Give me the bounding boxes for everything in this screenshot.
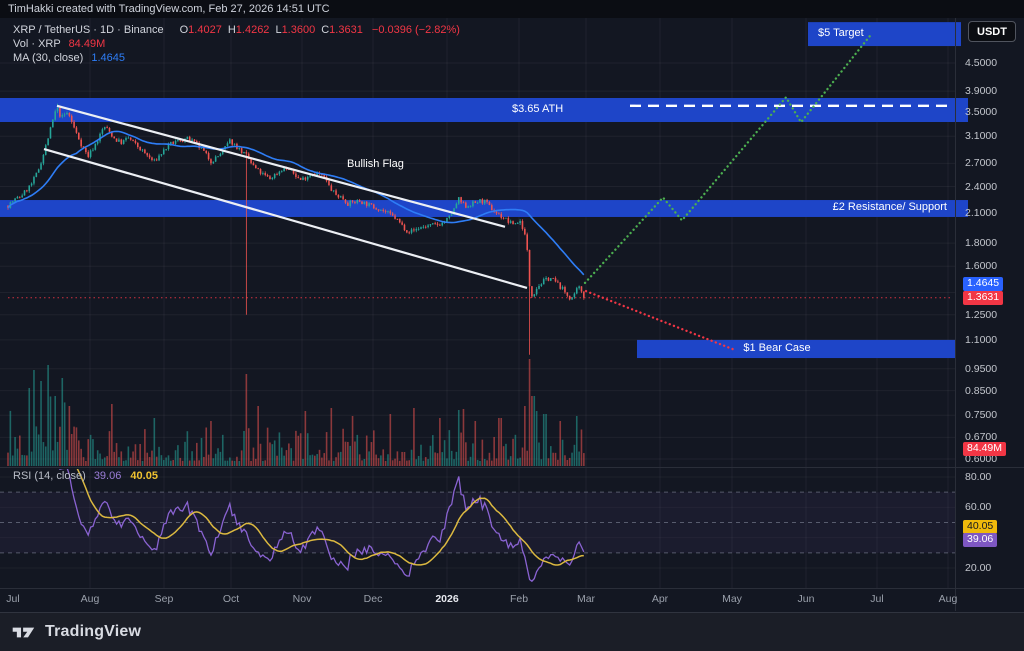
rsi-legend[interactable]: RSI (14, close) 39.06 40.05 [13, 470, 158, 482]
price-tick-label: 1.1000 [965, 333, 998, 346]
time-axis-label[interactable]: Apr [651, 593, 669, 605]
change-value: −0.0396 (−2.82%) [371, 24, 460, 36]
price-tag: 1.4645 [963, 276, 1004, 291]
price-tick-label: 2.1000 [965, 206, 998, 219]
price-tick-label: 2.4000 [965, 180, 998, 193]
price-tick-label: 0.9500 [965, 362, 998, 375]
price-tick-label: 4.5000 [965, 56, 998, 69]
ohlc-values: O1.4027 H1.4262 L1.3600 C1.3631 [174, 24, 363, 36]
volume-label[interactable]: Vol · XRP [13, 38, 61, 50]
time-axis-label[interactable]: Feb [509, 593, 529, 605]
time-axis-label[interactable]: Jun [797, 593, 815, 605]
channel-lines[interactable] [43, 104, 528, 289]
time-axis-label[interactable]: Dec [363, 593, 383, 605]
rsi-tag: 39.06 [963, 533, 998, 547]
projections[interactable] [8, 33, 952, 352]
attribution-text: TimHakki created with TradingView.com, F… [8, 3, 330, 15]
price-tick-label: 0.8500 [965, 384, 998, 397]
target-box-label[interactable]: $5 Target [818, 27, 864, 39]
symbol-legend[interactable]: XRP / TetherUS · 1D · Binance O1.4027 H1.4… [13, 24, 460, 66]
rsi-tick-label: 20.00 [965, 562, 992, 575]
price-tick-label: 1.6000 [965, 260, 998, 273]
bull-projection-dotted [583, 33, 873, 285]
ohlc-value: 1.3631 [329, 24, 363, 36]
time-axis-label[interactable]: Mar [576, 593, 596, 605]
currency-toggle-button[interactable]: USDT [968, 21, 1016, 42]
ma-label[interactable]: MA (30, close) [13, 52, 84, 64]
attribution-bar: TimHakki created with TradingView.com, F… [0, 0, 1024, 18]
rsi-value: 39.06 [93, 470, 122, 482]
price-tick-label: 3.9000 [965, 85, 998, 98]
volume-value: 84.49M [68, 38, 106, 50]
ma30-line [7, 130, 585, 276]
time-axis-label[interactable]: Aug [938, 593, 958, 605]
time-axis-label[interactable]: Jul [6, 593, 20, 605]
ohlc-value: 1.3600 [281, 24, 316, 36]
price-tick-label: 0.6000 [965, 453, 998, 466]
ohlc-key: C [321, 24, 330, 36]
price-tick-label: 3.5000 [965, 106, 998, 119]
rsi-pane [0, 469, 955, 583]
ma-value: 1.4645 [91, 52, 126, 64]
tradingview-logo-icon[interactable] [12, 625, 37, 640]
rsi-tag: 40.05 [963, 520, 998, 534]
symbol-title[interactable]: XRP / TetherUS · 1D · Binance [13, 24, 164, 36]
ma-legend-row[interactable]: MA (30, close) 1.4645 [13, 52, 460, 65]
bear-box-label[interactable]: $1 Bear Case [743, 342, 811, 354]
candlesticks [7, 103, 585, 355]
rsi-tick-label: 60.00 [965, 501, 992, 514]
price-tick-label: 0.6700 [965, 431, 998, 444]
price-tag: 84.49M [963, 442, 1007, 456]
ohlc-key: L [275, 24, 282, 36]
time-axis-label[interactable]: Nov [292, 593, 312, 605]
symbol-legend-row-main[interactable]: XRP / TetherUS · 1D · Binance O1.4027 H1.4… [13, 24, 460, 37]
rsi-title[interactable]: RSI (14, close) [13, 470, 86, 482]
pane-separators[interactable] [0, 18, 1024, 611]
time-axis-label[interactable]: Jul [870, 593, 884, 605]
bear-projection-dotted [584, 289, 737, 352]
ohlc-key: O [179, 24, 189, 36]
price-tick-label: 3.1000 [965, 130, 998, 143]
price-tick-label: 1.8000 [965, 237, 998, 250]
chart-canvas[interactable] [0, 0, 1024, 612]
price-tick-label: 0.7500 [965, 409, 998, 422]
time-axis-label[interactable]: May [722, 593, 742, 605]
ohlc-value: 1.4262 [235, 24, 270, 36]
time-axis-label[interactable]: Aug [80, 593, 100, 605]
rsi-ma-line [76, 469, 584, 566]
time-axis-label[interactable]: Oct [222, 593, 240, 605]
rsi-tick-label: 80.00 [965, 471, 992, 483]
footer-bar: TradingView [0, 612, 1024, 651]
rsi-ma-value: 40.05 [130, 470, 158, 482]
resistance-band-label[interactable]: £2 Resistance/ Support [832, 201, 947, 213]
bullish-flag-label[interactable]: Bullish Flag [347, 158, 404, 170]
tradingview-brand-text[interactable]: TradingView [45, 623, 142, 640]
ohlc-value: 1.4027 [188, 24, 222, 36]
annotation-shapes [0, 22, 968, 359]
time-axis-label[interactable]: Sep [154, 593, 174, 605]
volume-legend-row[interactable]: Vol · XRP 84.49M [13, 38, 460, 51]
price-tag: 1.3631 [963, 290, 1004, 305]
price-tick-label: 2.7000 [965, 157, 998, 170]
ohlc-key: H [227, 24, 236, 36]
volume-bars [7, 359, 585, 466]
ath-band-label[interactable]: $3.65 ATH [512, 103, 564, 115]
time-axis-label[interactable]: 2026 [435, 593, 459, 605]
price-tick-label: 1.2500 [965, 308, 998, 321]
